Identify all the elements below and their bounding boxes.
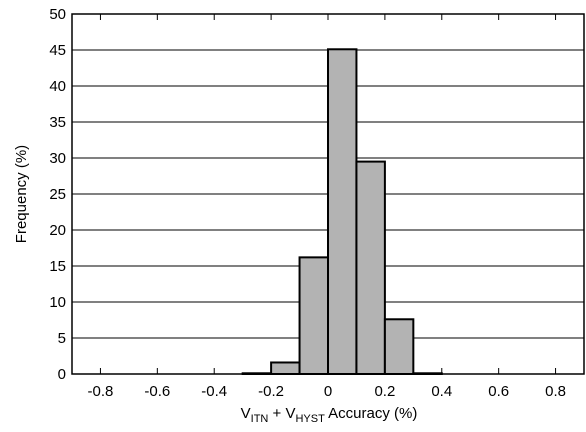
histogram-bar-3 (327, 48, 358, 375)
y-tick-label: 30 (49, 150, 66, 167)
y-tick-label: 0 (58, 366, 66, 383)
y-tick-label: 50 (49, 6, 66, 23)
x-axis-title: VITN + VHYST Accuracy (%) (241, 405, 418, 425)
x-tick-label: 0.6 (488, 383, 509, 400)
x-axis-title-part: Accuracy (%) (325, 405, 418, 422)
x-axis-title-part: HYST (295, 413, 325, 425)
axis-ticks (72, 13, 557, 375)
y-tick-label: 20 (49, 222, 66, 239)
histogram-bar-5 (383, 318, 415, 375)
y-tick-label: 25 (49, 186, 66, 203)
y-tick-label: 5 (58, 330, 66, 347)
x-tick-label: -0.6 (144, 383, 170, 400)
y-tick-label: 15 (49, 258, 66, 275)
y-tick-label: 10 (49, 294, 66, 311)
y-tick-label: 45 (49, 42, 66, 59)
x-tick-label: 0 (324, 383, 332, 400)
y-tick-label: 35 (49, 114, 66, 131)
x-axis-title-part: V (241, 405, 251, 422)
x-axis-title-part: + V (268, 405, 295, 422)
x-tick-label: 0.8 (545, 383, 566, 400)
x-tick-label: 0.2 (374, 383, 395, 400)
histogram-bar-1 (270, 361, 301, 376)
histogram-bars (241, 48, 443, 376)
y-axis-title: Frequency (%) (13, 145, 30, 243)
histogram-bar-4 (355, 160, 386, 375)
x-tick-label: -0.2 (258, 383, 284, 400)
x-axis-title-part: ITN (251, 413, 269, 425)
x-tick-label: -0.8 (88, 383, 114, 400)
x-tick-label: 0.4 (431, 383, 452, 400)
y-tick-label: 40 (49, 78, 66, 95)
tick-labels: 0 5 10 15 20 25 30 35 40 45 50 -0.8 -0.6 -0.4 -0.2 0 0.2… (49, 6, 566, 400)
x-tick-label: -0.4 (201, 383, 227, 400)
histogram-bar-2 (298, 256, 329, 375)
